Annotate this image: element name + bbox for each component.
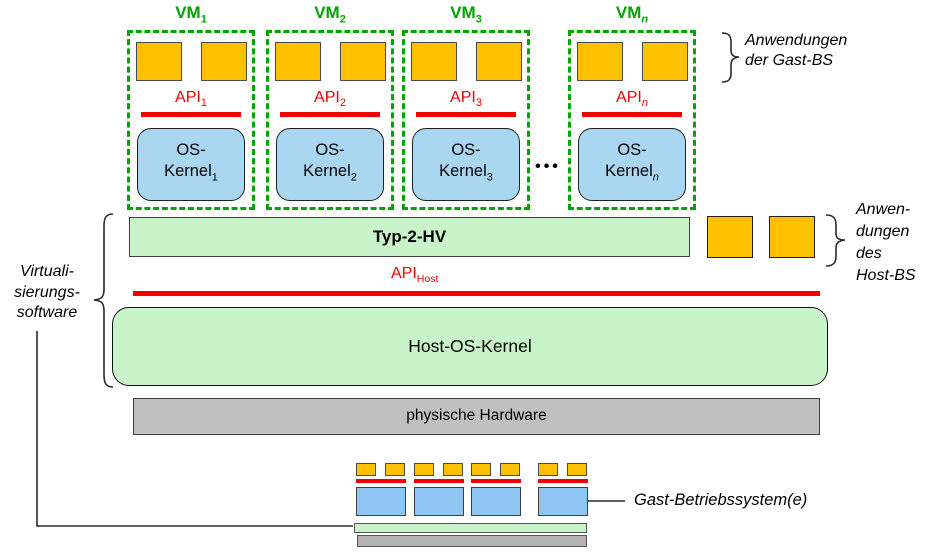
brace-left-virtualisierungssoftware: [93, 213, 114, 388]
annotation-line: software: [16, 304, 78, 321]
mini-hardware-bar: [357, 535, 587, 547]
annotation-line: des: [856, 245, 882, 262]
host-os-kernel-box: Host-OS-Kernel: [112, 307, 828, 386]
vm-1-label: VM1: [175, 3, 207, 26]
mini-api-line: [356, 479, 406, 483]
vm-box-n: VMn APIn OS- Kerneln: [568, 0, 696, 212]
guest-app-square: [340, 42, 386, 81]
vm-box-3: VM3 API3 OS- Kernel3: [402, 0, 530, 212]
annotation-line: Anwendungen: [745, 32, 848, 49]
vm-3-label: VM3: [450, 3, 482, 26]
mini-app-square: [443, 463, 463, 476]
typ2-hv-bar: Typ-2-HV: [129, 217, 690, 257]
annotation-line: Anwen-: [856, 201, 911, 218]
annotation-line: dungen: [856, 223, 910, 240]
brace-right-host-apps: [825, 214, 846, 267]
api-1-label: API1: [175, 89, 207, 110]
annotation-gast-betriebssysteme: Gast-Betriebssystem(e): [634, 491, 808, 509]
api-3-label: API3: [450, 89, 482, 110]
mini-app-square: [385, 463, 405, 476]
vm-box-1: VM1 API1 OS- Kernel1: [127, 0, 255, 212]
api-3-line: [416, 112, 516, 117]
annotation-host-apps: Anwen- dungen des Host-BS: [856, 199, 916, 287]
annotation-line: sierungs-: [14, 283, 80, 301]
brace-right-gast-apps: [721, 32, 740, 83]
mini-api-line: [471, 479, 521, 483]
api-1-line: [141, 112, 241, 117]
api-host-label: APIHost: [391, 265, 439, 286]
mini-hypervisor-bar: [354, 523, 587, 533]
os-kernel-n-box: OS- Kerneln: [578, 128, 686, 201]
mini-os-kernel: [356, 487, 406, 516]
annotation-line: der Gast-BS: [745, 52, 834, 69]
host-app-square: [769, 216, 815, 258]
vm-n-frame: APIn OS- Kerneln: [568, 30, 696, 210]
mini-app-square: [356, 463, 376, 476]
vm-1-frame: API1 OS- Kernel1: [127, 30, 255, 210]
api-n-line: [582, 112, 682, 117]
os-kernel-1-box: OS- Kernel1: [137, 128, 245, 201]
guest-app-square: [476, 42, 522, 81]
vm-n-label: VMn: [615, 3, 649, 26]
mini-app-square: [567, 463, 587, 476]
mini-vm-group: [356, 463, 406, 516]
api-n-label: APIn: [616, 89, 648, 110]
annotation-line: Host-BS: [856, 267, 916, 284]
mini-app-square: [538, 463, 558, 476]
vm-ellipsis: •••: [535, 158, 561, 175]
mini-vm-group: [471, 463, 521, 516]
guest-app-square: [642, 42, 688, 81]
vm-2-label: VM2: [314, 3, 346, 26]
guest-app-square: [411, 42, 457, 81]
vm-2-frame: API2 OS- Kernel2: [266, 30, 394, 210]
guest-app-square: [201, 42, 247, 81]
os-kernel-2-box: OS- Kernel2: [276, 128, 384, 201]
os-kernel-3-box: OS- Kernel3: [412, 128, 520, 201]
mini-app-square: [471, 463, 491, 476]
mini-os-kernel: [471, 487, 521, 516]
api-2-label: API2: [314, 89, 346, 110]
api-host-line: [133, 291, 820, 296]
mini-app-square: [414, 463, 434, 476]
annotation-line: Virtuali-: [20, 263, 74, 280]
guest-app-square: [136, 42, 182, 81]
vm-3-frame: API3 OS- Kernel3: [402, 30, 530, 210]
api-2-line: [280, 112, 380, 117]
annotation-virtualisierungssoftware: Virtuali- sierungs- software: [0, 262, 94, 324]
mini-os-kernel: [538, 487, 588, 516]
vm-box-2: VM2 API2 OS- Kernel2: [266, 0, 394, 212]
annotation-gast-apps: Anwendungen der Gast-BS: [745, 31, 847, 71]
mini-vm-group: [538, 463, 588, 516]
guest-app-square: [275, 42, 321, 81]
mini-os-kernel: [414, 487, 464, 516]
mini-api-line: [538, 479, 588, 483]
guest-app-square: [577, 42, 623, 81]
mini-vm-group: [414, 463, 464, 516]
hardware-bar: physische Hardware: [133, 398, 820, 435]
mini-api-line: [414, 479, 464, 483]
mini-app-square: [500, 463, 520, 476]
host-app-square: [707, 216, 753, 258]
